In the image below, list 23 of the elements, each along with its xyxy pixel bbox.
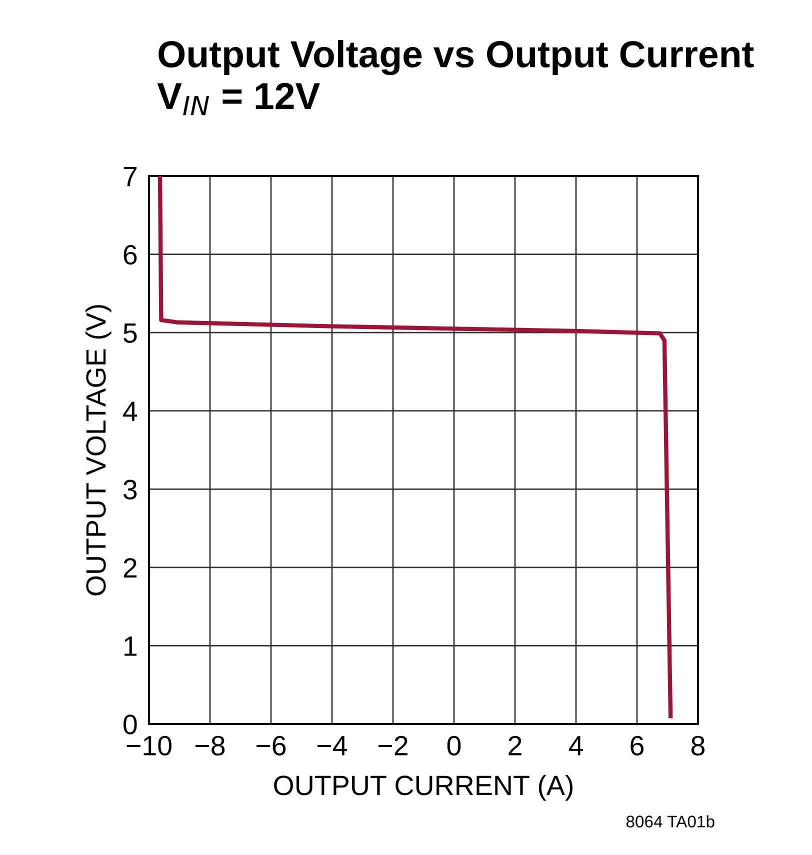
y-axis-title: OUTPUT VOLTAGE (V) (85, 305, 112, 596)
x-tick-label: −8 (196, 736, 225, 756)
y-tick-label: 1 (124, 636, 137, 656)
y-tick-label: 7 (124, 166, 136, 186)
chart-title: Output Voltage vs Output Current V$_{IN}$ = 12V (157, 40, 754, 116)
y-tick-label: 0 (124, 714, 137, 734)
y-tick-label: 2 (124, 558, 136, 578)
x-tick-label: 0 (447, 736, 461, 756)
x-axis-title: OUTPUT CURRENT (A) (274, 774, 573, 801)
x-tick-label: −6 (256, 736, 286, 756)
x-tick-label: −4 (318, 736, 348, 756)
x-tick-label: 8 (691, 736, 705, 756)
x-tick-label: −10 (126, 736, 172, 756)
y-tick-label: 5 (124, 324, 137, 343)
text: 8064 TA01b (626, 815, 714, 828)
line-series (158, 176, 673, 718)
x-tick-label: 4 (568, 736, 583, 756)
y-tick-label: 4 (123, 402, 138, 421)
x-tick-label: −2 (378, 736, 408, 756)
y-tick-label: 6 (124, 244, 137, 265)
x-tick-label: 2 (508, 736, 522, 756)
y-tick-label: 3 (124, 480, 137, 500)
x-tick-label: 6 (630, 736, 644, 756)
